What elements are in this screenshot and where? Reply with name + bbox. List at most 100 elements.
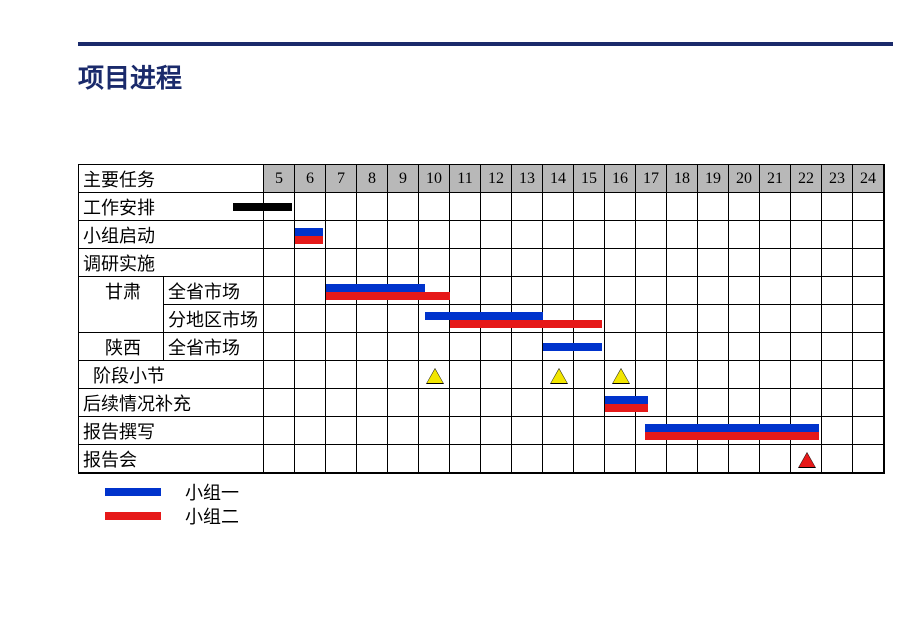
row-label: 阶段小节 (79, 361, 264, 389)
day-cell (636, 417, 667, 445)
gantt-row: 工作安排 (79, 193, 884, 221)
day-cell (326, 445, 357, 473)
day-cell (419, 445, 450, 473)
day-cell (419, 333, 450, 361)
day-cell (853, 333, 884, 361)
row-label-right: 全省市场 (164, 333, 264, 361)
day-cell (574, 305, 605, 333)
day-cell (605, 193, 636, 221)
day-cell (729, 193, 760, 221)
day-cell (264, 361, 295, 389)
day-cell (760, 277, 791, 305)
day-cell (512, 445, 543, 473)
day-cell (388, 305, 419, 333)
day-cell (636, 389, 667, 417)
day-cell (543, 389, 574, 417)
day-cell (574, 277, 605, 305)
day-cell (853, 389, 884, 417)
day-header-cell: 7 (326, 165, 357, 193)
day-cell (729, 417, 760, 445)
day-cell (605, 417, 636, 445)
day-cell (822, 417, 853, 445)
day-cell (698, 277, 729, 305)
day-cell (543, 445, 574, 473)
day-cell (450, 193, 481, 221)
day-cell (636, 249, 667, 277)
row-label-right: 分地区市场 (164, 305, 264, 333)
day-cell (295, 221, 326, 249)
day-cell (791, 445, 822, 473)
day-cell (791, 361, 822, 389)
row-label-left: 陕西 (79, 333, 164, 361)
day-cell (450, 221, 481, 249)
day-cell (791, 333, 822, 361)
day-cell (512, 193, 543, 221)
day-cell (667, 333, 698, 361)
legend-item: 小组一 (105, 480, 239, 504)
day-cell (357, 333, 388, 361)
day-cell (295, 417, 326, 445)
row-label: 后续情况补充 (79, 389, 264, 417)
day-cell (512, 361, 543, 389)
row-label: 报告撰写 (79, 417, 264, 445)
day-cell (822, 361, 853, 389)
day-cell (450, 333, 481, 361)
day-cell (543, 417, 574, 445)
day-cell (450, 249, 481, 277)
legend-label: 小组二 (185, 503, 239, 529)
day-cell (512, 277, 543, 305)
day-cell (667, 417, 698, 445)
legend-swatch (105, 512, 161, 520)
day-header-cell: 6 (295, 165, 326, 193)
day-cell (543, 193, 574, 221)
day-cell (388, 361, 419, 389)
day-cell (357, 305, 388, 333)
day-cell (853, 249, 884, 277)
day-cell (667, 277, 698, 305)
row-label: 工作安排 (79, 193, 264, 221)
day-cell (481, 277, 512, 305)
day-cell (295, 333, 326, 361)
day-cell (605, 221, 636, 249)
day-cell (667, 389, 698, 417)
row-label-left (79, 305, 164, 333)
day-cell (543, 333, 574, 361)
day-cell (326, 305, 357, 333)
day-cell (512, 249, 543, 277)
day-cell (760, 305, 791, 333)
day-cell (419, 305, 450, 333)
gantt-row: 小组启动 (79, 221, 884, 249)
day-cell (822, 305, 853, 333)
day-cell (388, 221, 419, 249)
day-cell (357, 417, 388, 445)
day-header-cell: 15 (574, 165, 605, 193)
row-label: 主要任务 (79, 165, 264, 193)
day-cell (450, 361, 481, 389)
day-cell (698, 305, 729, 333)
day-header-cell: 9 (388, 165, 419, 193)
legend-item: 小组二 (105, 504, 239, 528)
day-header-cell: 10 (419, 165, 450, 193)
day-cell (853, 417, 884, 445)
day-cell (326, 277, 357, 305)
day-cell (574, 417, 605, 445)
day-cell (791, 417, 822, 445)
day-cell (326, 221, 357, 249)
gantt-row: 阶段小节 (79, 361, 884, 389)
day-header-cell: 24 (853, 165, 884, 193)
day-cell (264, 417, 295, 445)
gantt-row: 调研实施 (79, 249, 884, 277)
day-cell (574, 361, 605, 389)
day-cell (760, 221, 791, 249)
day-cell (822, 221, 853, 249)
row-label: 调研实施 (79, 249, 264, 277)
day-cell (264, 277, 295, 305)
day-cell (667, 249, 698, 277)
day-cell (388, 277, 419, 305)
day-cell (667, 221, 698, 249)
day-cell (729, 445, 760, 473)
day-cell (574, 445, 605, 473)
day-cell (419, 277, 450, 305)
day-cell (264, 221, 295, 249)
day-cell (419, 221, 450, 249)
